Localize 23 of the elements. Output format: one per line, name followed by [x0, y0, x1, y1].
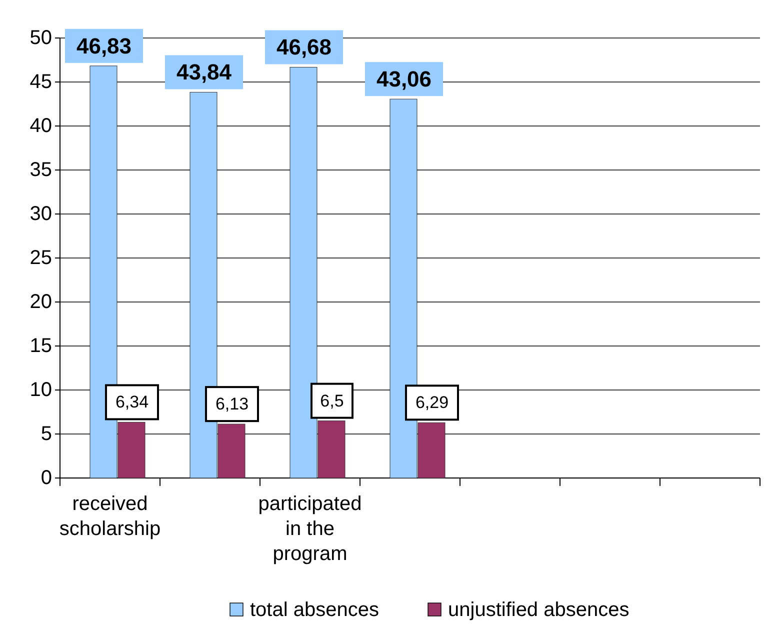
- y-tick-label: 40: [30, 115, 52, 137]
- data-label: 46,83: [76, 33, 132, 58]
- legend-label: total absences: [250, 599, 379, 621]
- y-tick-label: 15: [30, 335, 52, 357]
- data-label: 43,06: [376, 66, 432, 92]
- x-tick-label: received scholarship: [59, 493, 161, 540]
- y-tick-label: 50: [30, 27, 52, 49]
- data-label: 6,34: [115, 392, 149, 412]
- y-tick-label: 35: [30, 159, 52, 181]
- y-tick-label: 20: [30, 291, 52, 313]
- data-label: 6,13: [215, 394, 249, 414]
- y-tick-label: 10: [30, 379, 52, 401]
- y-tick-label: 45: [30, 71, 52, 93]
- y-tick-label: 0: [40, 467, 52, 489]
- data-label: 46,68: [276, 34, 332, 60]
- legend-label: unjustified absences: [448, 599, 630, 621]
- y-tick-label: 5: [40, 423, 52, 445]
- x-tick-label: participated in the program: [258, 493, 362, 565]
- y-tick-label: 25: [30, 247, 52, 269]
- data-label: 6,5: [320, 391, 344, 410]
- data-label: 6,29: [415, 393, 449, 412]
- y-tick-label: 30: [30, 203, 52, 225]
- data-label: 43,84: [176, 60, 232, 85]
